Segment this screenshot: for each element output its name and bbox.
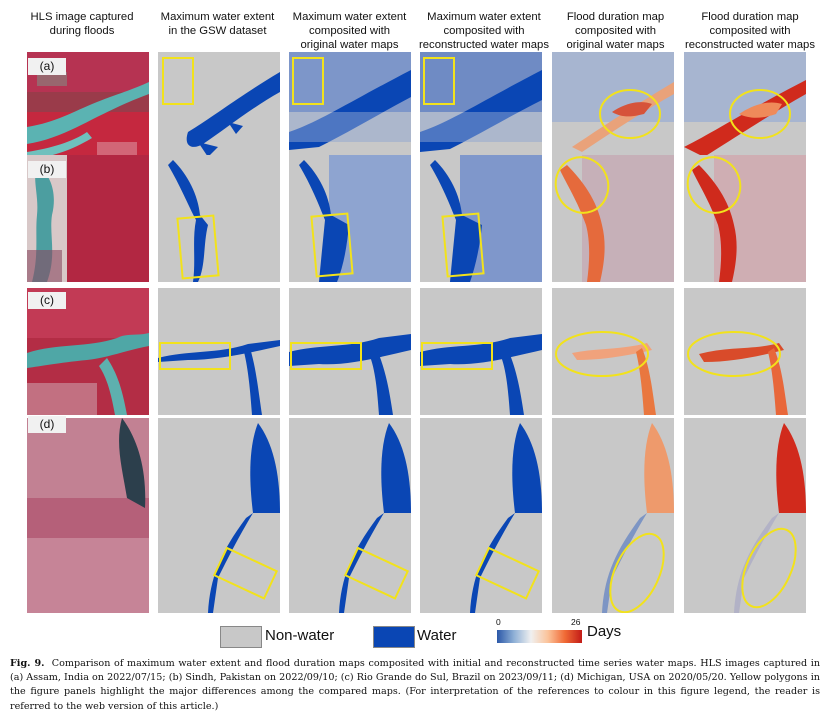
panel-c-duration-original: [552, 288, 674, 415]
panel-d-duration-original: [552, 418, 674, 613]
column-header-2: Maximum water extent in the GSW dataset: [160, 11, 275, 37]
panel-b-hls-image: [27, 155, 149, 282]
column-header-1: HLS image captured during floods: [30, 11, 134, 37]
duration-colorbar: [497, 630, 582, 643]
column-header-5: Flood duration map composited with origi…: [566, 11, 665, 51]
panel-d-max-extent-original: [289, 418, 411, 613]
panel-d-hls-image: [27, 418, 149, 613]
panel-c-max-extent-reconstructed: [420, 288, 542, 415]
water-label: Water: [417, 627, 457, 644]
panel-c-hls-image: [27, 288, 149, 415]
days-label: Days: [587, 623, 622, 640]
legend: Non-water Water 0 26 Days: [215, 617, 665, 650]
panel-c-max-extent-original: [289, 288, 411, 415]
row-label-a: (a): [28, 58, 66, 75]
panel-b-duration-reconstructed: [684, 155, 806, 282]
panel-c-duration-reconstructed: [684, 288, 806, 415]
colorbar-min-tick: 0: [496, 617, 501, 627]
caption-text: Comparison of maximum water extent and f…: [10, 658, 821, 712]
panel-b-max-extent-original: [289, 155, 411, 282]
panel-b-max-extent-reconstructed: [420, 155, 542, 282]
panel-d-duration-reconstructed: [684, 418, 806, 613]
panel-c-gsw-extent: [158, 288, 280, 415]
figure-caption: Fig. 9. Comparison of maximum water exte…: [10, 657, 820, 714]
panel-a-hls-image: [27, 52, 149, 179]
row-label-b: (b): [28, 161, 66, 178]
panel-d-gsw-extent: [158, 418, 280, 613]
nonwater-label: Non-water: [265, 627, 335, 644]
panel-b-duration-original: [552, 155, 674, 282]
row-label-c: (c): [28, 292, 66, 309]
figure-number: Fig. 9.: [10, 658, 45, 669]
colorbar-max-tick: 26: [571, 617, 581, 627]
column-header-6: Flood duration map composited with recon…: [685, 11, 815, 51]
panel-b-gsw-extent: [158, 155, 280, 282]
row-label-d: (d): [28, 416, 66, 433]
nonwater-swatch: [220, 626, 262, 648]
panel-d-max-extent-reconstructed: [420, 418, 542, 613]
column-header-3: Maximum water extent composited with ori…: [292, 11, 407, 51]
column-header-4: Maximum water extent composited with rec…: [419, 11, 549, 51]
water-swatch: [373, 626, 415, 648]
